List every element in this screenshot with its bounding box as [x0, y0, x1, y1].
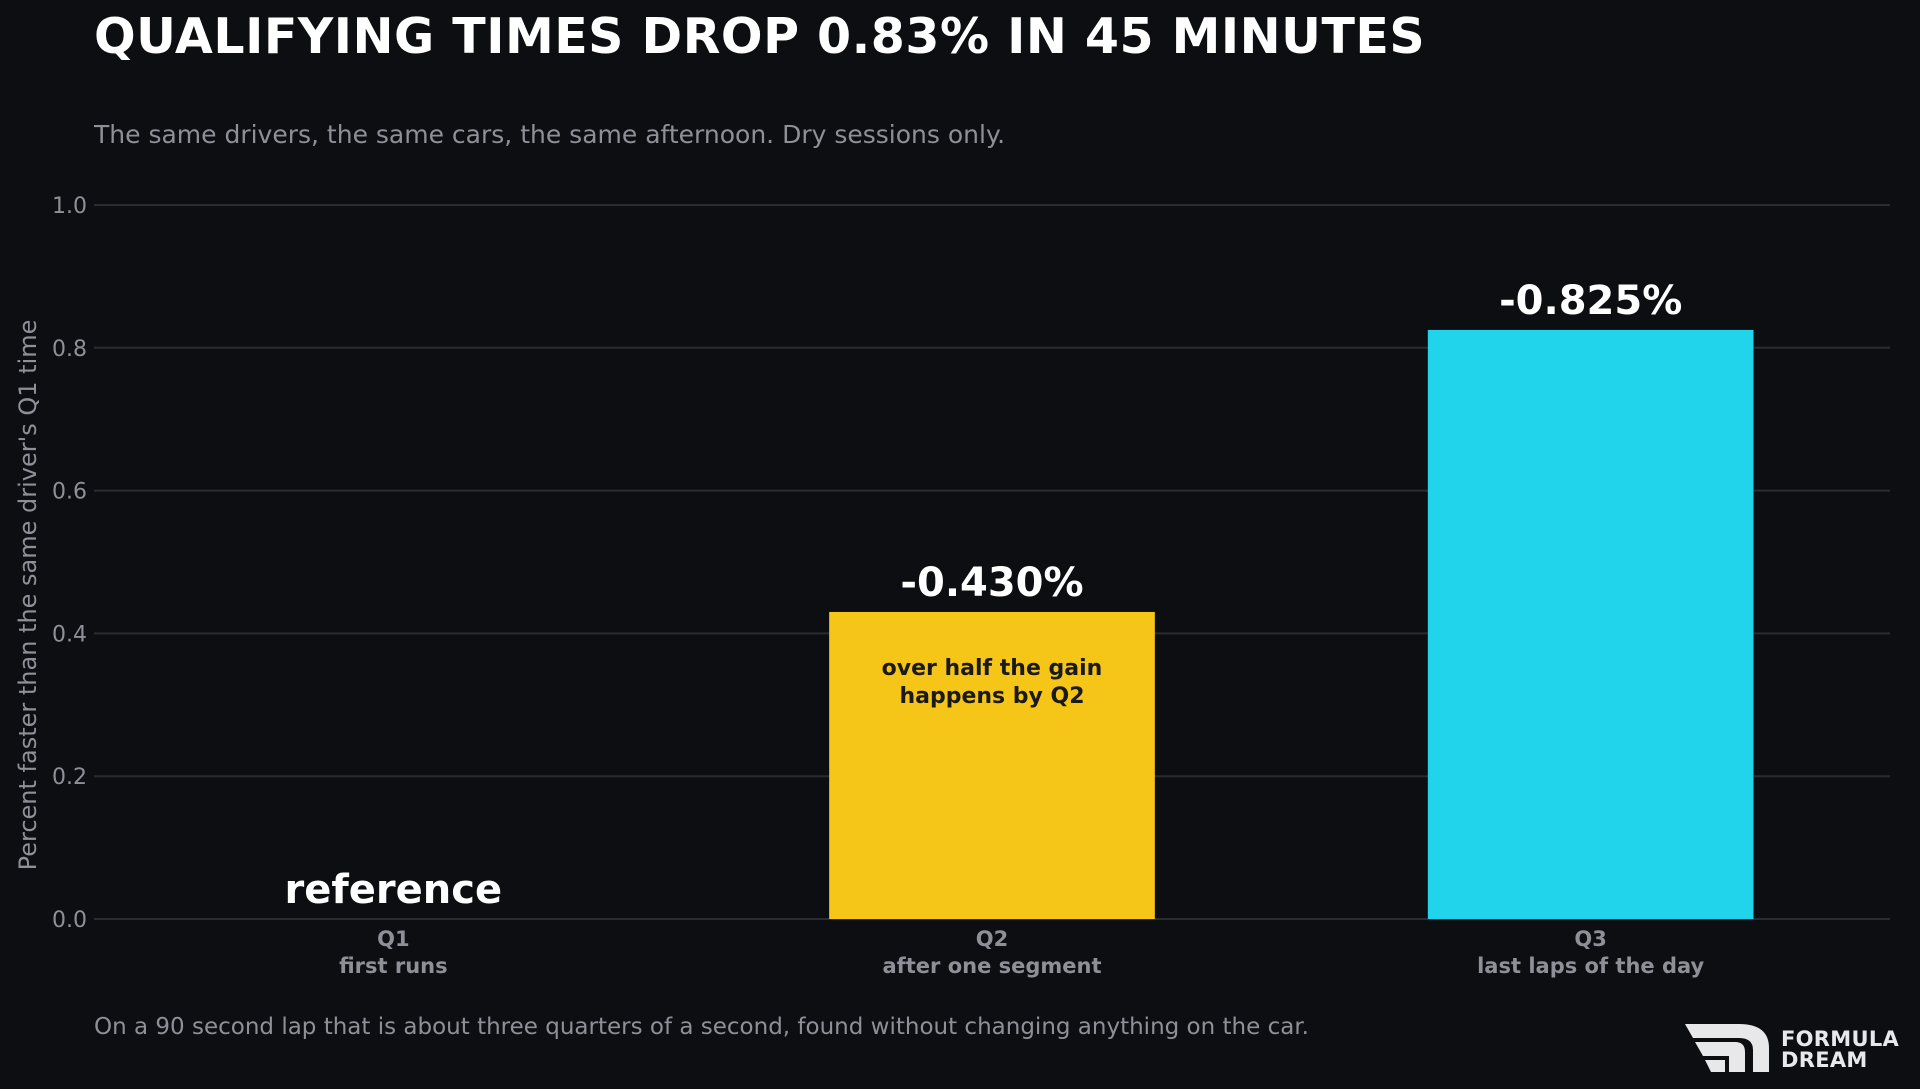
- chart-subtitle: The same drivers, the same cars, the sam…: [94, 120, 1006, 149]
- y-tick-label: 0.0: [52, 908, 87, 933]
- brand-line-2: DREAM: [1781, 1048, 1868, 1072]
- y-tick-label: 0.2: [52, 765, 87, 790]
- x-tick-label: Q3: [1574, 927, 1606, 951]
- x-tick-sublabel: after one segment: [882, 954, 1101, 978]
- bar-q3: [1427, 329, 1754, 919]
- brand-logo: FORMULA DREAM: [1683, 1022, 1908, 1074]
- y-tick-label: 1.0: [52, 194, 87, 219]
- x-tick-label: Q1: [377, 927, 409, 951]
- x-tick-sublabel: last laps of the day: [1477, 954, 1704, 978]
- y-tick-label: 0.4: [52, 622, 87, 647]
- bar-value-label: -0.825%: [1499, 278, 1682, 324]
- brand-line-1: FORMULA: [1781, 1027, 1900, 1051]
- brand-wordmark: FORMULA DREAM: [1781, 1029, 1899, 1071]
- y-axis-label: Percent faster than the same driver's Q1…: [14, 320, 42, 871]
- bar-value-label: reference: [285, 867, 503, 913]
- bar-q2: [829, 611, 1155, 919]
- bar-value-label: -0.430%: [900, 560, 1083, 606]
- formula-dream-logo-icon: [1685, 1024, 1769, 1072]
- y-tick-label: 0.8: [52, 337, 87, 362]
- label-layer: reference Q1 first runs -0.430% over half th…: [285, 278, 1705, 978]
- x-tick-sublabel: first runs: [339, 954, 448, 978]
- chart-title: QUALIFYING TIMES DROP 0.83% IN 45 MINUTE…: [94, 8, 1426, 65]
- y-tick-label: 0.6: [52, 480, 87, 505]
- bar-annotation: happens by Q2: [899, 684, 1084, 709]
- x-tick-label: Q2: [976, 927, 1008, 951]
- bar-annotation: over half the gain: [882, 656, 1103, 681]
- footnote: On a 90 second lap that is about three q…: [94, 1014, 1309, 1040]
- bar-layer: [829, 329, 1754, 919]
- bar-chart: 0.0 0.2 0.4 0.6 0.8 1.0 reference Q1 first runs…: [14, 194, 1890, 978]
